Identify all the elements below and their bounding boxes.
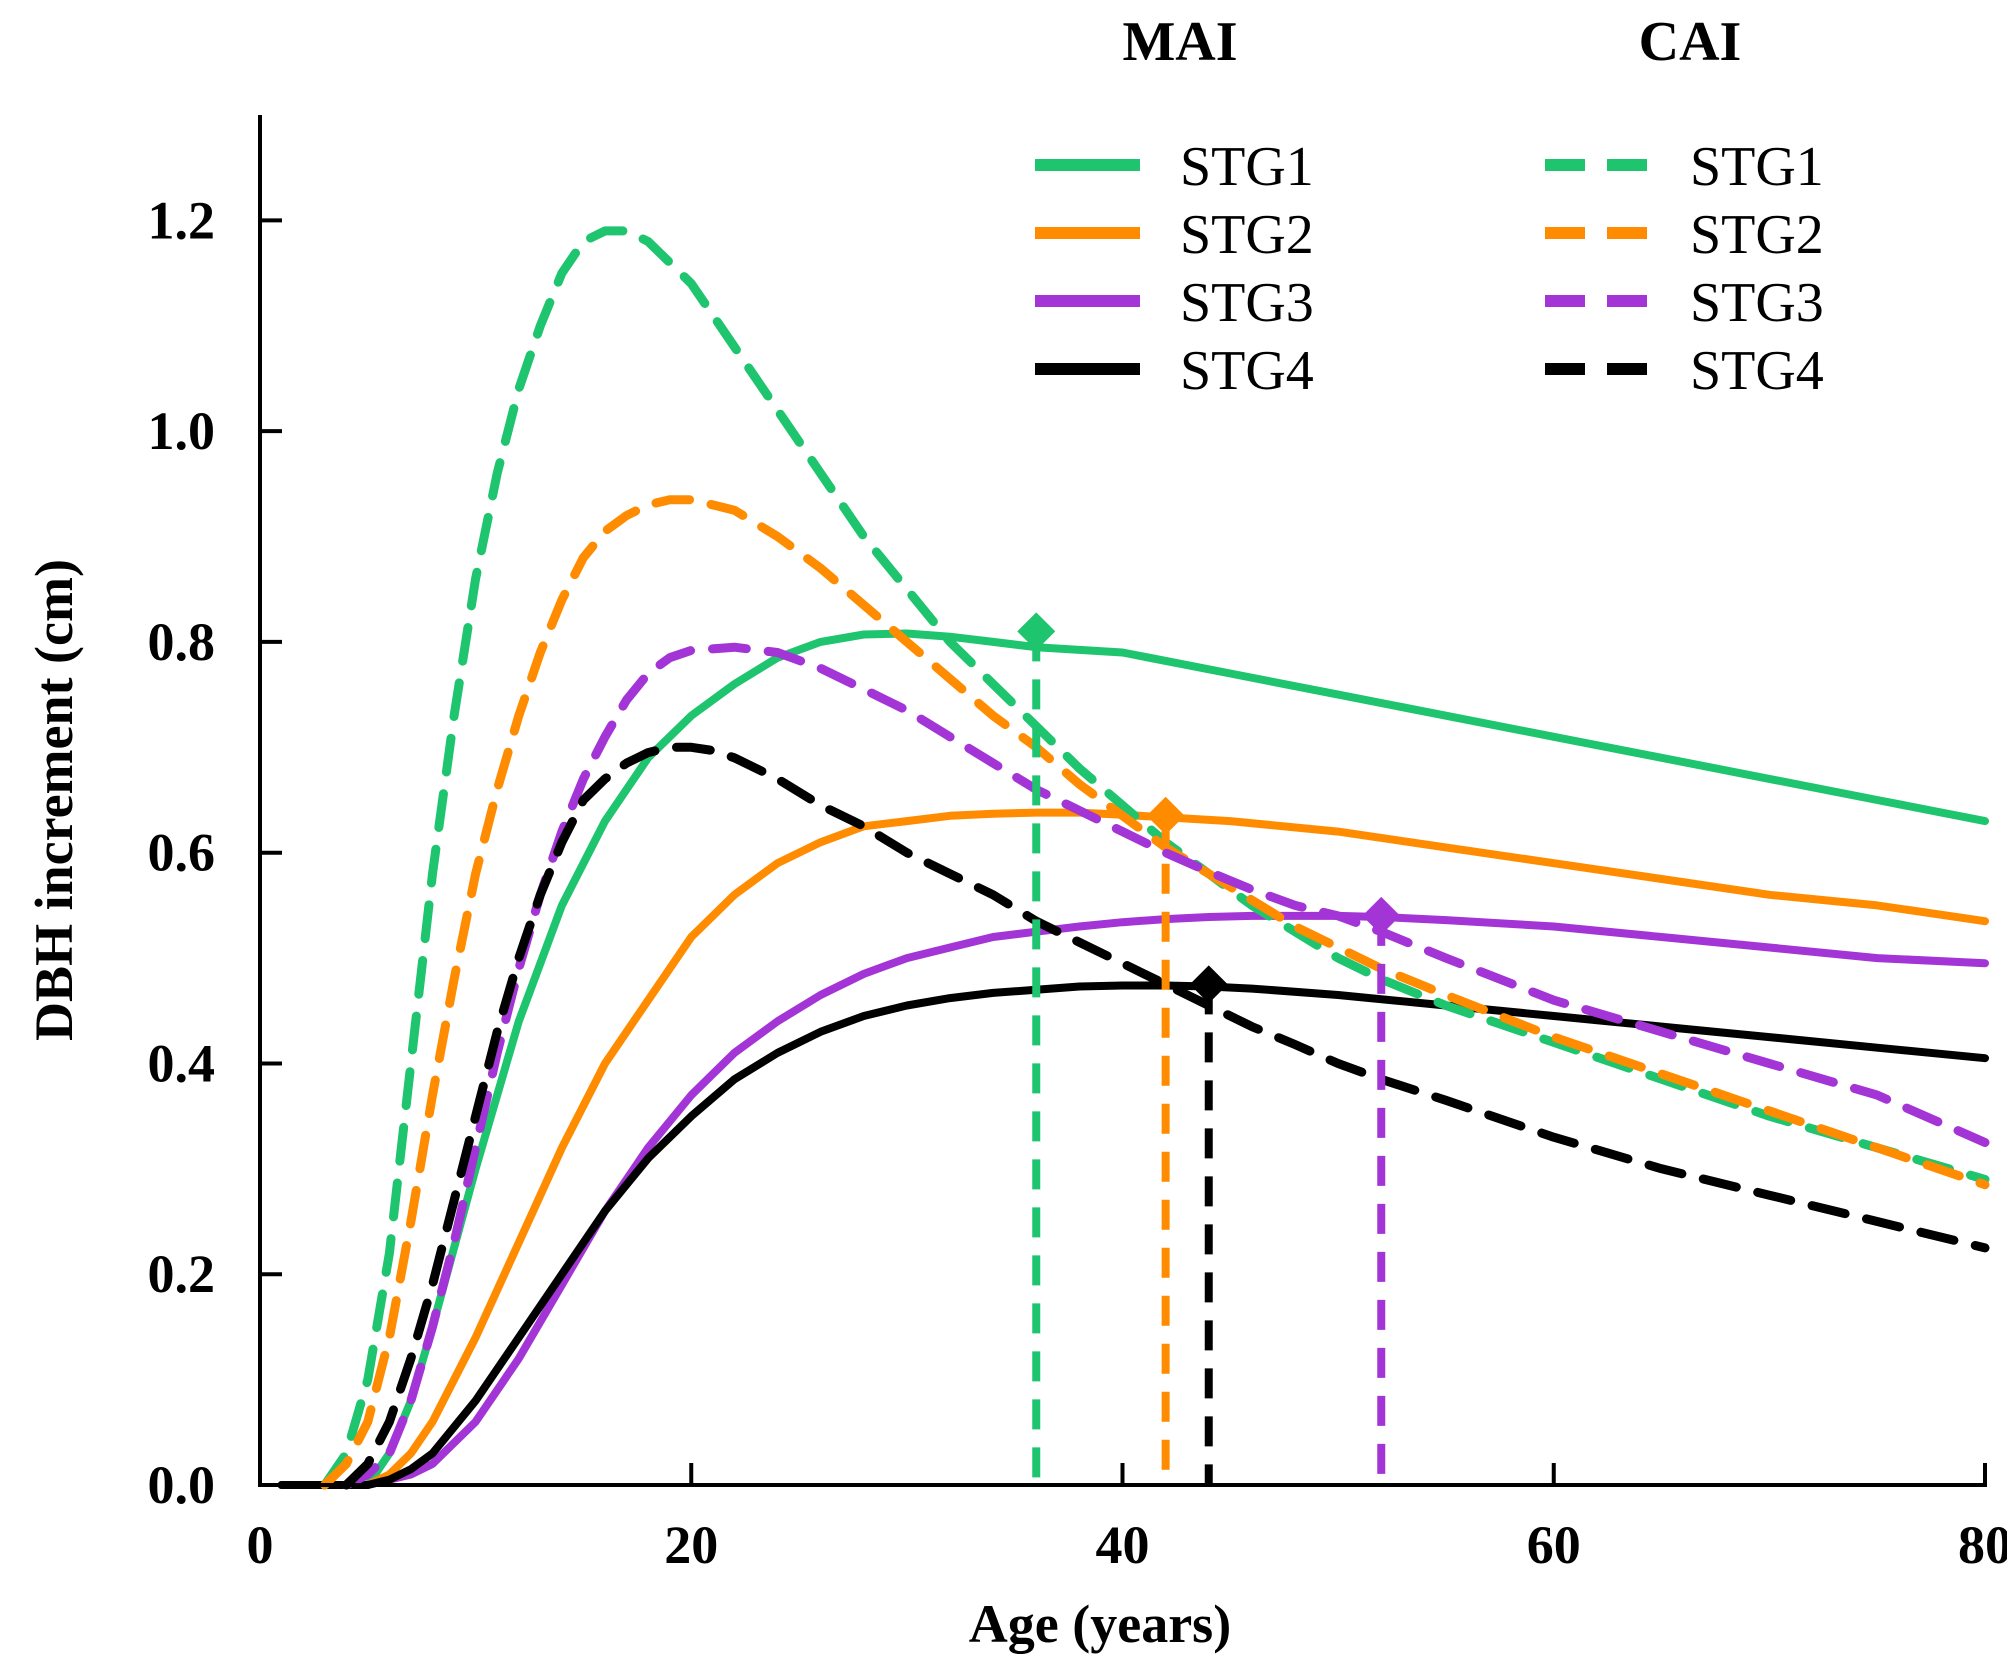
intersection-marker-stg3 — [1362, 896, 1401, 935]
intersection-marker-stg4 — [1189, 965, 1228, 1004]
y-tick-label: 0.4 — [148, 1033, 216, 1093]
intersection-marker-stg2 — [1146, 796, 1185, 835]
mai-stg1-line — [277, 629, 1989, 1489]
x-tick-label: 20 — [664, 1515, 718, 1575]
intersection-marker-stg1 — [1017, 612, 1056, 651]
legend-title-cai: CAI — [1639, 11, 1742, 73]
x-tick-label: 40 — [1096, 1515, 1150, 1575]
mai-stg3-line — [277, 911, 1989, 1489]
x-tick-label: 60 — [1527, 1515, 1581, 1575]
y-tick-label: 1.2 — [148, 190, 216, 250]
legend-label-mai-stg1: STG1 — [1180, 136, 1314, 198]
cai-stg2-line — [320, 495, 1990, 1490]
legend-label-mai-stg3: STG3 — [1180, 272, 1314, 334]
x-axis-title: Age (years) — [969, 1594, 1231, 1654]
legend-label-mai-stg4: STG4 — [1180, 340, 1314, 402]
y-tick-label: 0.0 — [148, 1455, 216, 1515]
legend-label-cai-stg4: STG4 — [1690, 340, 1824, 402]
marker-layer — [1017, 612, 1401, 1485]
y-tick-label: 0.2 — [148, 1244, 216, 1304]
cai-stg4-line — [341, 742, 1990, 1490]
cai-stg1-line — [320, 226, 1990, 1490]
tick-layer: 0 20 40 60 80 0.0 0.2 0.4 0.6 0.8 1.0 1.2 — [148, 190, 2007, 1575]
y-tick-label: 0.6 — [148, 823, 216, 883]
legend-label-mai-stg2: STG2 — [1180, 204, 1314, 266]
x-tick-label: 0 — [247, 1515, 274, 1575]
legend-label-cai-stg3: STG3 — [1690, 272, 1824, 334]
cai-stg3-line — [341, 642, 1990, 1490]
y-axis-title: DBH increment (cm) — [24, 559, 84, 1041]
x-tick-label: 80 — [1958, 1515, 2007, 1575]
legend-title-mai: MAI — [1122, 11, 1237, 73]
y-tick-label: 0.8 — [148, 612, 216, 672]
legend-label-cai-stg2: STG2 — [1690, 204, 1824, 266]
y-tick-label: 1.0 — [148, 401, 216, 461]
mai-stg2-line — [277, 808, 1989, 1489]
legend-label-cai-stg1: STG1 — [1690, 136, 1824, 198]
mai-stg4-line — [277, 981, 1989, 1489]
series-layer — [277, 226, 1990, 1490]
